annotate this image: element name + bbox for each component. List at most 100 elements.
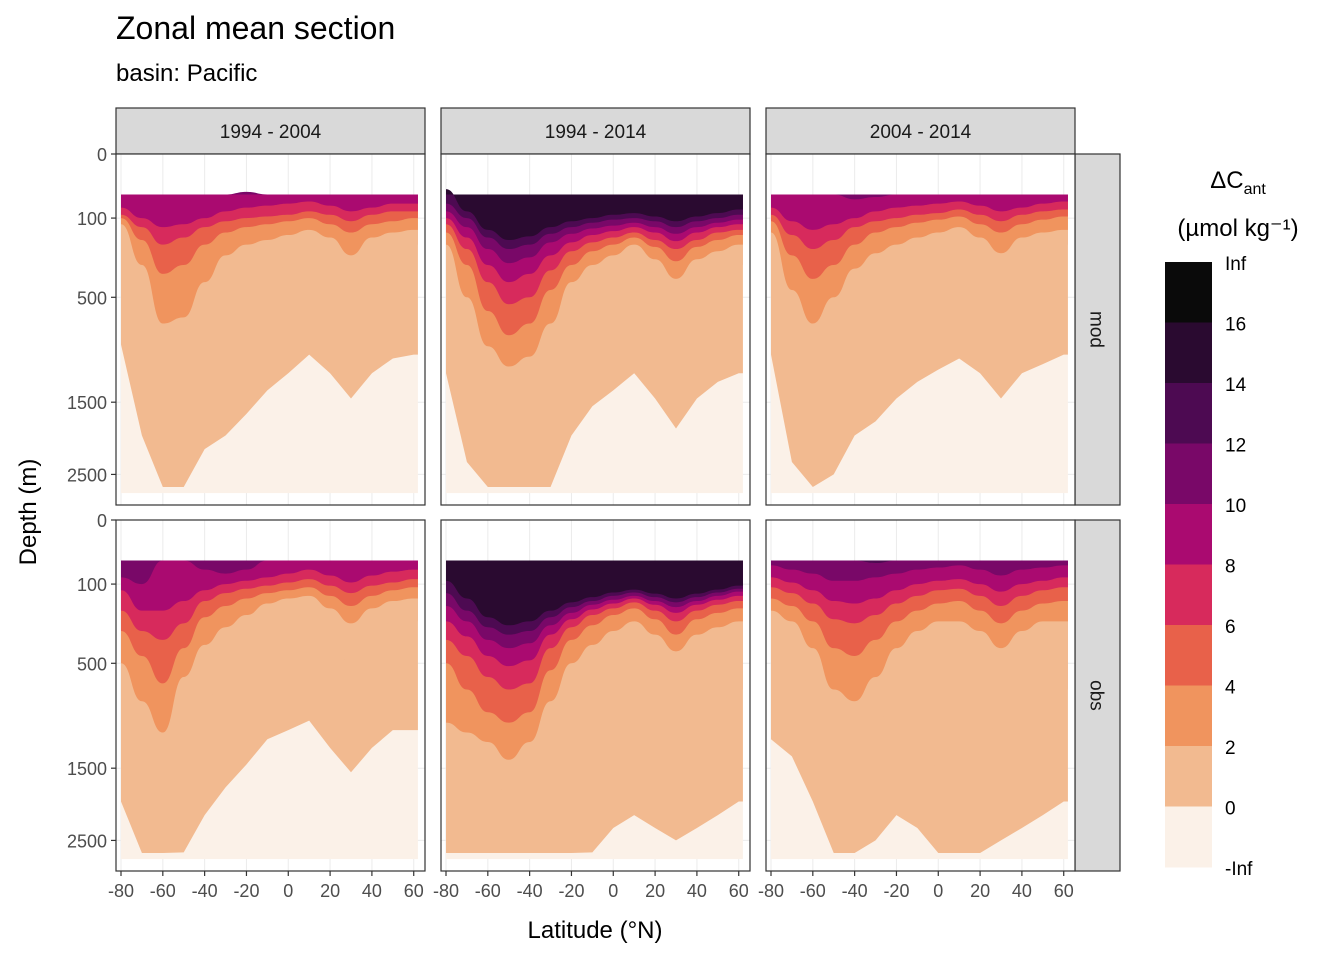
facet-strip-column: 1994 - 2004 xyxy=(115,107,426,155)
facet-strip-bg xyxy=(1074,519,1121,872)
legend-swatch xyxy=(1165,504,1212,565)
y-tick-label: 100 xyxy=(77,209,107,229)
x-tick-label: 0 xyxy=(608,881,618,901)
facet-panel xyxy=(765,153,1076,506)
x-tick-label: 0 xyxy=(933,881,943,901)
legend-label: 2 xyxy=(1225,738,1236,759)
legend-swatch xyxy=(1165,383,1212,444)
legend-swatch xyxy=(1165,746,1212,807)
y-tick-label: 2500 xyxy=(67,831,107,851)
facet-strip-label: 2004 - 2014 xyxy=(870,122,972,143)
contour-band xyxy=(771,560,1068,581)
x-tick-label: -60 xyxy=(150,881,176,901)
x-axis-title: Latitude (°N) xyxy=(528,917,663,944)
panel-border xyxy=(440,153,751,506)
facet-strip-row: mod xyxy=(1074,153,1121,506)
contour-band xyxy=(771,194,1068,230)
legend-swatch xyxy=(1165,685,1212,747)
facet-panel: 0 100 500 1500 2500 xyxy=(67,145,426,506)
x-tick-label: 60 xyxy=(729,881,749,901)
legend-label: 8 xyxy=(1225,557,1236,578)
y-tick-label: 0 xyxy=(97,145,107,165)
legend-label: 4 xyxy=(1225,678,1236,699)
chart-subtitle: basin: Pacific xyxy=(116,60,258,87)
legend-label: 14 xyxy=(1225,375,1247,396)
legend-swatch xyxy=(1165,625,1212,686)
legend-title: ΔCant xyxy=(1210,167,1266,198)
x-tick-label: -20 xyxy=(883,881,909,901)
legend-title-sub: ant xyxy=(1244,181,1267,198)
x-tick-label: 20 xyxy=(970,881,990,901)
facet-strip-bg xyxy=(765,107,1076,155)
panel-border xyxy=(115,153,426,506)
x-tick-label: 0 xyxy=(283,881,293,901)
x-tick-label: 20 xyxy=(645,881,665,901)
contour-fills xyxy=(121,191,418,494)
x-tick-label: 40 xyxy=(1012,881,1032,901)
chart-title: Zonal mean section xyxy=(116,10,396,46)
legend-swatch xyxy=(1165,806,1212,868)
legend-swatch xyxy=(1165,443,1212,505)
x-tick-label: 40 xyxy=(687,881,707,901)
x-tick-label: -60 xyxy=(800,881,826,901)
contour-band xyxy=(121,194,418,228)
x-tick-label: 40 xyxy=(362,881,382,901)
facet-panel: 0 100 500 1500 2500 -80 -60 -40 -20 0 20 40 60 xyxy=(67,511,426,901)
legend-label: 0 xyxy=(1225,799,1236,820)
contour-fills xyxy=(121,560,418,860)
y-tick-label: 100 xyxy=(77,575,107,595)
legend-swatch xyxy=(1165,322,1212,384)
contour-band xyxy=(121,560,418,585)
contour-fills xyxy=(771,194,1068,494)
y-axis-title: Depth (m) xyxy=(15,459,42,566)
x-tick-label: -80 xyxy=(433,881,459,901)
x-tick-label: 60 xyxy=(404,881,424,901)
facet-strip-label: obs xyxy=(1086,680,1107,711)
y-tick-label: 1500 xyxy=(67,759,107,779)
legend-swatch xyxy=(1165,262,1212,323)
contour-band xyxy=(446,560,743,626)
facet-strip-label: 1994 - 2004 xyxy=(220,122,322,143)
legend-title-main: ΔC xyxy=(1210,167,1243,194)
legend-label: 10 xyxy=(1225,496,1246,517)
panel-border xyxy=(115,519,426,872)
y-tick-label: 500 xyxy=(77,288,107,308)
x-tick-label: -20 xyxy=(558,881,584,901)
legend-swatch xyxy=(1165,564,1212,626)
panel-border xyxy=(765,153,1076,506)
facet-strip-row: obs xyxy=(1074,519,1121,872)
contour-fills xyxy=(771,560,1068,860)
facet-strip-label: mod xyxy=(1086,311,1107,348)
facet-panel: -80 -60 -40 -20 0 20 40 60 xyxy=(433,519,751,901)
legend-label: 16 xyxy=(1225,315,1246,336)
facet-grid: 1994 - 2004 1994 - 2014 2004 - 2014 mod obs 0… xyxy=(67,107,1121,901)
legend-unit: (µmol kg⁻¹) xyxy=(1177,215,1298,242)
contour-fills xyxy=(446,189,743,494)
legend-label: -Inf xyxy=(1225,859,1253,880)
facet-strip-bg xyxy=(440,107,751,155)
x-tick-label: -40 xyxy=(842,881,868,901)
x-tick-label: -80 xyxy=(108,881,134,901)
facet-panel xyxy=(440,153,751,506)
y-tick-label: 0 xyxy=(97,511,107,531)
x-tick-label: -60 xyxy=(475,881,501,901)
legend-label: 12 xyxy=(1225,436,1246,457)
x-tick-label: -40 xyxy=(517,881,543,901)
panel-border xyxy=(765,519,1076,872)
contour-band xyxy=(771,194,1068,200)
x-tick-label: -80 xyxy=(758,881,784,901)
contour-band xyxy=(446,189,743,240)
legend-label: Inf xyxy=(1225,254,1247,275)
facet-panel: -80 -60 -40 -20 0 20 40 60 xyxy=(758,519,1076,901)
x-tick-label: -40 xyxy=(192,881,218,901)
x-tick-label: -20 xyxy=(233,881,259,901)
x-tick-label: 60 xyxy=(1054,881,1074,901)
facet-strip-column: 2004 - 2014 xyxy=(765,107,1076,155)
facet-strip-bg xyxy=(1074,153,1121,506)
legend-label: 6 xyxy=(1225,617,1236,638)
y-tick-label: 500 xyxy=(77,654,107,674)
y-tick-label: 2500 xyxy=(67,465,107,485)
facet-strip-label: 1994 - 2014 xyxy=(545,122,647,143)
panel-border xyxy=(440,519,751,872)
